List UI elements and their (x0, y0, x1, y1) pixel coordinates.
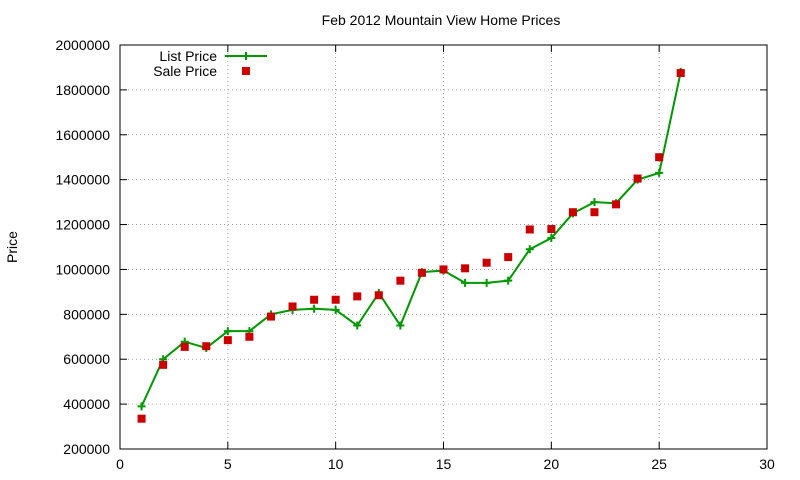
sale-price-point (202, 342, 211, 351)
x-tick-label: 25 (651, 456, 667, 472)
sale-price-point (439, 265, 448, 274)
sale-price-point (331, 295, 340, 304)
sale-price-point (223, 336, 232, 345)
chart-title: Feb 2012 Mountain View Home Prices (322, 12, 561, 28)
sale-price-point (482, 258, 491, 267)
x-tick-label: 20 (544, 456, 560, 472)
x-tick-label: 15 (436, 456, 452, 472)
x-tick-label: 30 (759, 456, 775, 472)
y-tick-label: 800000 (63, 306, 110, 322)
grid-lines (120, 45, 767, 449)
sale-price-point (461, 264, 470, 273)
list-price-point (353, 321, 362, 330)
sale-price-point (137, 414, 146, 423)
sale-price-point (655, 153, 664, 162)
list-price-line (140, 71, 682, 407)
y-tick-label: 200000 (63, 441, 110, 457)
list-price-point (137, 402, 146, 411)
list-price-point (504, 276, 513, 285)
legend-swatches (225, 52, 267, 75)
legend-label-sale-price: Sale Price (153, 63, 217, 79)
legend-swatch-sale-price (242, 67, 250, 75)
list-price-point (396, 321, 405, 330)
list-price-point (547, 234, 556, 243)
sale-price-point (547, 225, 556, 234)
data-series (137, 67, 685, 423)
y-tick-label: 1000000 (55, 261, 110, 277)
list-price-point (310, 304, 319, 313)
legend: List Price Sale Price (153, 48, 267, 79)
sale-price-point (590, 208, 599, 217)
sale-price-point (288, 302, 297, 311)
sale-price-point (353, 292, 362, 301)
list-price-point (461, 278, 470, 287)
sale-price-point (159, 360, 168, 369)
list-price-point (525, 245, 534, 254)
sale-price-point (633, 174, 642, 183)
y-tick-label: 1400000 (55, 172, 110, 188)
y-tick-label: 400000 (63, 396, 110, 412)
sale-price-point (525, 225, 534, 234)
list-price-point (590, 198, 599, 207)
sale-price-point (310, 295, 319, 304)
sale-price-point (504, 253, 513, 262)
list-price-point (223, 327, 232, 336)
list-price-point (482, 278, 491, 287)
sale-price-point (374, 291, 383, 300)
y-axis-label: Price (4, 231, 20, 263)
legend-marker-list-price (242, 52, 250, 60)
axis-ticks: 200000 400000 600000 800000 1000000 1200000 14… (55, 37, 775, 472)
sale-price-point (396, 276, 405, 285)
x-tick-label: 0 (116, 456, 124, 472)
sale-price-point (266, 312, 275, 321)
sale-price-point (568, 208, 577, 217)
list-price-point (655, 168, 664, 177)
y-tick-label: 1800000 (55, 82, 110, 98)
y-tick-label: 1600000 (55, 127, 110, 143)
y-tick-label: 1200000 (55, 217, 110, 233)
sale-price-point (417, 268, 426, 277)
sale-price-point (245, 332, 254, 341)
y-tick-label: 2000000 (55, 37, 110, 53)
sale-price-point (612, 200, 621, 209)
sale-price-point (676, 69, 685, 78)
y-tick-label: 600000 (63, 351, 110, 367)
x-tick-label: 10 (328, 456, 344, 472)
x-tick-label: 5 (224, 456, 232, 472)
sale-price-point (180, 342, 189, 351)
list-price-point (331, 305, 340, 314)
legend-label-list-price: List Price (159, 48, 217, 64)
